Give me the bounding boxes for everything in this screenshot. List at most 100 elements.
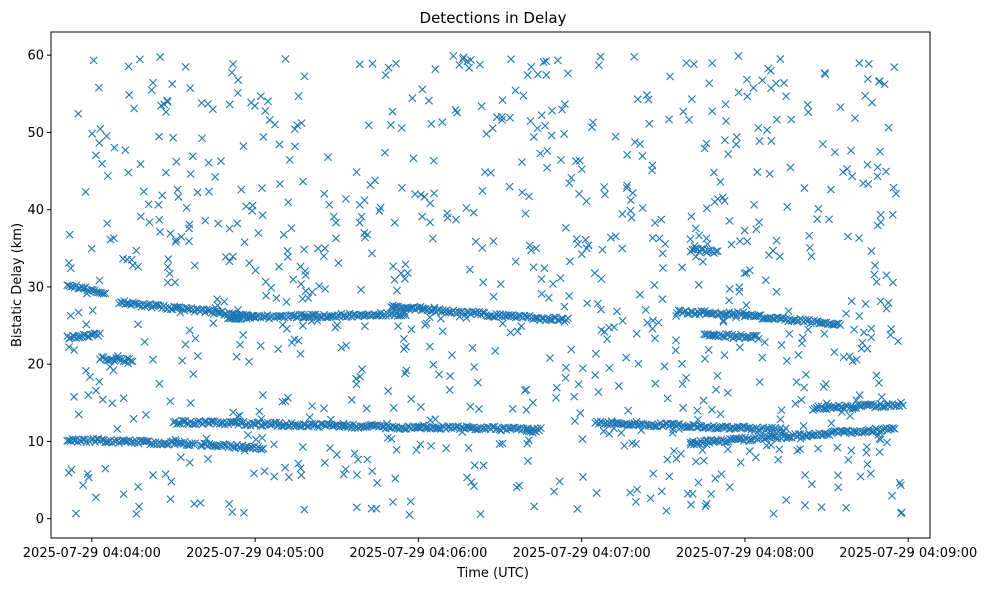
data-point	[848, 403, 857, 412]
data-point	[149, 470, 158, 479]
data-point	[888, 491, 897, 500]
data-point	[577, 250, 586, 259]
y-tick-label: 40	[27, 203, 44, 218]
data-point	[254, 229, 263, 238]
data-point	[672, 311, 681, 320]
data-point	[236, 340, 244, 349]
data-point	[851, 114, 860, 123]
data-point	[140, 337, 149, 346]
data-point	[553, 56, 562, 65]
data-point	[283, 246, 292, 255]
data-point	[716, 177, 725, 186]
data-point	[590, 269, 599, 278]
data-point	[872, 277, 881, 286]
data-point	[868, 98, 877, 107]
data-point	[139, 187, 148, 196]
data-point	[679, 403, 688, 412]
data-point	[161, 470, 170, 479]
data-point	[658, 295, 667, 304]
data-point	[820, 429, 829, 438]
data-point	[630, 52, 639, 61]
data-point	[274, 262, 283, 271]
data-point	[582, 244, 591, 253]
data-point	[701, 502, 710, 511]
data-point	[82, 320, 91, 329]
data-point	[267, 420, 276, 429]
data-point	[648, 324, 657, 333]
data-point	[781, 424, 790, 433]
data-point	[451, 105, 460, 114]
data-point	[892, 189, 901, 198]
data-point	[611, 132, 620, 141]
data-point	[856, 472, 865, 481]
data-point	[742, 301, 751, 310]
data-point	[804, 108, 813, 117]
data-point	[540, 264, 549, 273]
data-point	[620, 441, 629, 450]
data-point	[662, 506, 671, 515]
data-point	[106, 362, 115, 371]
data-point	[890, 63, 899, 72]
data-point	[163, 97, 172, 106]
data-point	[259, 444, 268, 453]
data-point	[578, 364, 587, 373]
data-point	[626, 488, 635, 497]
data-point	[605, 363, 614, 372]
data-point	[513, 327, 522, 336]
data-point	[319, 404, 328, 413]
data-point	[785, 329, 794, 338]
data-point	[732, 140, 741, 149]
data-point	[123, 255, 132, 264]
data-point	[722, 117, 731, 126]
data-point	[828, 427, 837, 436]
data-point	[650, 281, 659, 290]
data-point	[156, 52, 165, 61]
data-point	[257, 445, 266, 454]
data-point	[663, 394, 672, 403]
data-point	[132, 246, 141, 255]
data-point	[567, 345, 576, 354]
data-point	[263, 97, 272, 106]
data-point	[698, 257, 707, 266]
data-point	[129, 414, 138, 423]
data-point	[298, 321, 307, 330]
data-point	[234, 75, 243, 84]
data-point	[565, 291, 574, 300]
data-point	[561, 373, 570, 382]
data-point	[844, 455, 853, 464]
data-point	[537, 274, 546, 283]
data-point	[332, 450, 341, 459]
data-point	[261, 277, 270, 286]
data-point	[476, 510, 485, 519]
data-point	[863, 75, 872, 84]
data-point	[834, 471, 842, 480]
data-point	[801, 370, 810, 379]
data-point	[237, 185, 246, 194]
data-point	[567, 173, 576, 182]
data-point	[103, 171, 112, 180]
data-point	[341, 465, 350, 474]
data-point	[359, 423, 368, 432]
data-point	[489, 237, 498, 246]
data-point	[798, 333, 807, 342]
data-point	[488, 422, 497, 431]
data-point	[121, 146, 130, 155]
data-point	[390, 302, 399, 311]
data-point	[148, 355, 157, 364]
data-point	[511, 257, 520, 266]
data-point	[352, 168, 361, 177]
data-point	[686, 307, 695, 316]
data-point	[875, 447, 884, 456]
data-point	[700, 330, 709, 339]
data-point	[403, 268, 412, 277]
data-point	[813, 215, 822, 224]
data-point	[234, 314, 243, 323]
data-point	[594, 61, 603, 70]
data-point	[455, 60, 464, 69]
data-point	[283, 252, 292, 261]
data-point	[555, 477, 564, 486]
data-point	[491, 347, 500, 355]
data-point	[321, 244, 329, 253]
data-point	[488, 124, 497, 133]
data-point	[182, 440, 191, 449]
